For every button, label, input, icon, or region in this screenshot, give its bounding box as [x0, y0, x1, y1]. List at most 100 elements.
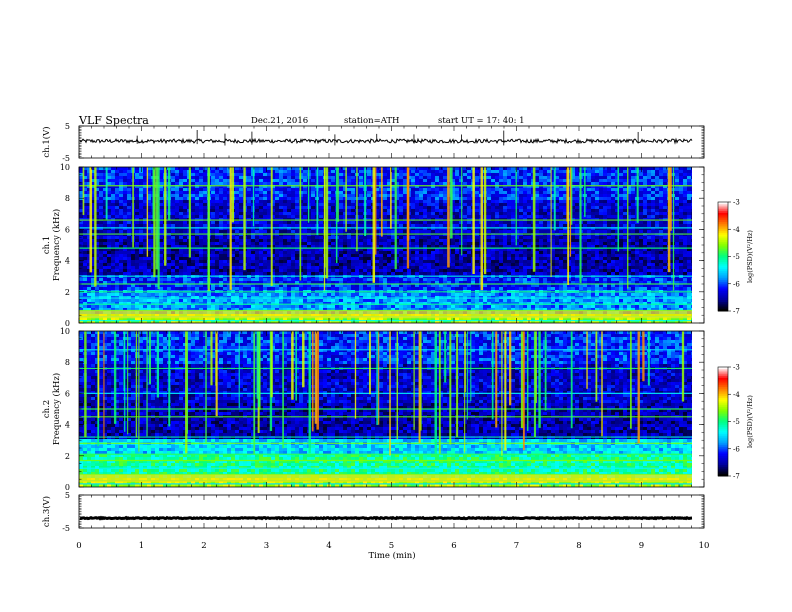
- spectrogram-cell: [411, 248, 415, 251]
- spectrogram-cell: [307, 251, 311, 254]
- spectrogram-cell: [87, 185, 91, 188]
- spectrogram-cell: [79, 248, 83, 251]
- spectrogram-cell: [583, 236, 587, 239]
- spectrogram-cell: [575, 257, 579, 260]
- spectrogram-cell: [643, 215, 647, 218]
- spectrogram-cell: [547, 245, 551, 248]
- spectrogram-cell: [475, 215, 479, 218]
- spectrogram-cell: [247, 239, 251, 242]
- spectrogram-cell: [347, 197, 351, 200]
- spectrogram-cell: [603, 170, 607, 173]
- spectrogram-cell: [143, 203, 147, 206]
- spectrogram-cell: [459, 191, 463, 194]
- spectrogram-cell: [239, 212, 243, 215]
- spectrogram-cell: [559, 215, 563, 218]
- spectrogram-cell: [467, 206, 471, 209]
- spectrogram-cell: [571, 185, 575, 188]
- spectrogram-cell: [171, 200, 175, 203]
- spectrogram-cell: [103, 215, 107, 218]
- spectrogram-cell: [115, 224, 119, 227]
- spectrogram-cell: [375, 170, 379, 173]
- spectrogram-cell: [631, 224, 635, 227]
- spectrogram-cell: [327, 212, 331, 215]
- spectrogram-cell: [251, 242, 255, 245]
- spectrogram-cell: [687, 188, 691, 191]
- spectrogram-cell: [375, 254, 379, 257]
- spectrogram-cell: [311, 191, 315, 194]
- spectrogram-cell: [463, 182, 467, 185]
- spectrogram-cell: [215, 194, 219, 197]
- spectrogram-cell: [383, 185, 387, 188]
- spectrogram-cell: [367, 185, 371, 188]
- spectrogram-cell: [663, 167, 667, 170]
- spectrogram-cell: [303, 254, 307, 257]
- spectrogram-cell: [267, 176, 271, 179]
- spectrogram-cell: [535, 203, 539, 206]
- spectrogram-cell: [203, 197, 207, 200]
- spectrogram-cell: [487, 170, 491, 173]
- spectrogram-cell: [99, 260, 103, 263]
- spectrogram-cell: [179, 236, 183, 239]
- spectrogram-cell: [183, 236, 187, 239]
- spectrogram-cell: [527, 239, 531, 242]
- spectrogram-cell: [543, 221, 547, 224]
- spectrogram-cell: [603, 185, 607, 188]
- spectrogram-cell: [223, 221, 227, 224]
- spectrogram-cell: [619, 215, 623, 218]
- spectrogram-cell: [87, 170, 91, 173]
- spectrogram-cell: [215, 191, 219, 194]
- spectrogram-cell: [539, 215, 543, 218]
- spectrogram-cell: [571, 227, 575, 230]
- spectrogram-cell: [175, 215, 179, 218]
- spectrogram-cell: [183, 221, 187, 224]
- spectrogram-cell: [267, 182, 271, 185]
- spectrogram-cell: [179, 245, 183, 248]
- spectrogram-cell: [327, 257, 331, 260]
- spectrogram-cell: [515, 191, 519, 194]
- spectrogram-cell: [431, 170, 435, 173]
- spectrogram-cell: [87, 248, 91, 251]
- spectrogram-cell: [551, 239, 555, 242]
- spectrogram-cell: [399, 194, 403, 197]
- spectrogram-cell: [203, 206, 207, 209]
- spectrogram-cell: [327, 182, 331, 185]
- spectrogram-cell: [491, 230, 495, 233]
- spectrogram-cell: [83, 185, 87, 188]
- spectrogram-cell: [123, 251, 127, 254]
- spectrogram-cell: [247, 203, 251, 206]
- spectrogram-cell: [459, 179, 463, 182]
- spectrogram-cell: [359, 185, 363, 188]
- spectrogram-cell: [499, 245, 503, 248]
- spectrogram-cell: [495, 248, 499, 251]
- spectrogram-cell: [263, 254, 267, 257]
- spectrogram-cell: [211, 185, 215, 188]
- spectrogram-cell: [679, 212, 683, 215]
- spectrogram-cell: [351, 230, 355, 233]
- spectrogram-cell: [631, 230, 635, 233]
- spectrogram-cell: [647, 170, 651, 173]
- spectrogram-cell: [107, 230, 111, 233]
- spectrogram-cell: [583, 239, 587, 242]
- spectrogram-cell: [167, 224, 171, 227]
- spectrogram-cell: [351, 254, 355, 257]
- spectrogram-cell: [615, 167, 619, 170]
- spectrogram-cell: [295, 182, 299, 185]
- spectrogram-cell: [255, 206, 259, 209]
- spectrogram-cell: [679, 173, 683, 176]
- spectrogram-cell: [587, 176, 591, 179]
- spectrogram-cell: [235, 182, 239, 185]
- spectrogram-cell: [275, 200, 279, 203]
- spectrogram-cell: [215, 200, 219, 203]
- spectrogram-cell: [687, 236, 691, 239]
- spectrogram-cell: [495, 212, 499, 215]
- spectrogram-cell: [587, 227, 591, 230]
- spectrogram-cell: [123, 200, 127, 203]
- spectrogram-cell: [271, 185, 275, 188]
- spectrogram-cell: [111, 227, 115, 230]
- spectrogram-cell: [423, 248, 427, 251]
- spectrogram-cell: [391, 179, 395, 182]
- spectrogram-cell: [375, 191, 379, 194]
- spectrogram-cell: [627, 242, 631, 245]
- spectrogram-cell: [311, 254, 315, 257]
- spectrogram-cell: [231, 242, 235, 245]
